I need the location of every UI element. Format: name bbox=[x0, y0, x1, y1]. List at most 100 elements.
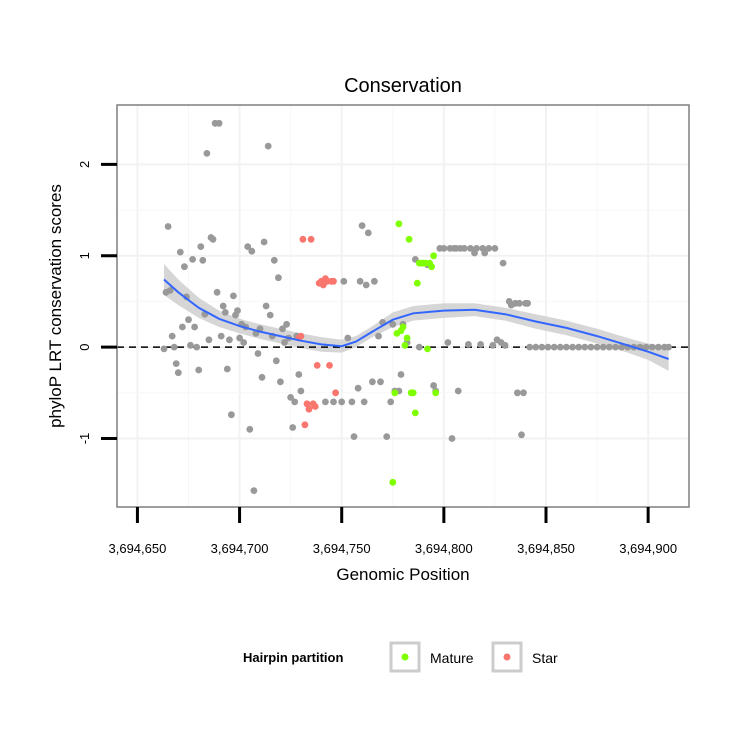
point-other bbox=[369, 378, 376, 386]
point-other bbox=[350, 433, 358, 440]
point-other bbox=[465, 341, 472, 348]
legend-label-mature: Mature bbox=[430, 650, 474, 666]
point-other bbox=[358, 222, 366, 230]
point-other bbox=[179, 323, 186, 331]
point-other bbox=[248, 247, 256, 255]
point-other bbox=[213, 288, 221, 296]
point-other bbox=[230, 292, 237, 300]
point-other bbox=[289, 424, 297, 431]
y-tick-label: -1 bbox=[77, 433, 92, 445]
point-other bbox=[648, 343, 656, 351]
point-other bbox=[297, 387, 305, 395]
point-other bbox=[264, 142, 272, 150]
point-other bbox=[279, 325, 286, 333]
point-other bbox=[223, 365, 231, 373]
legend-title: Hairpin partition bbox=[243, 650, 343, 665]
point-other bbox=[360, 398, 368, 406]
point-other bbox=[618, 343, 625, 351]
point-mature bbox=[391, 389, 399, 397]
point-other bbox=[499, 259, 507, 267]
x-tick-label: 3,694,900 bbox=[619, 541, 677, 556]
point-other bbox=[168, 332, 176, 340]
point-other bbox=[448, 435, 456, 442]
point-mature bbox=[413, 279, 421, 287]
y-axis-title: phyloP LRT conservation scores bbox=[46, 184, 65, 428]
point-star bbox=[297, 332, 305, 340]
point-other bbox=[371, 277, 378, 285]
point-other bbox=[556, 343, 564, 351]
y-tick-label: 2 bbox=[77, 161, 92, 168]
point-other bbox=[532, 343, 540, 351]
point-other bbox=[397, 371, 405, 378]
point-other bbox=[221, 309, 229, 316]
point-other bbox=[364, 229, 372, 237]
x-tick-label: 3,694,650 bbox=[109, 541, 167, 556]
point-other bbox=[655, 343, 662, 351]
point-other bbox=[454, 387, 462, 395]
point-other bbox=[518, 431, 525, 439]
point-other bbox=[665, 343, 672, 351]
point-other bbox=[219, 302, 227, 310]
point-other bbox=[593, 343, 601, 351]
point-mature bbox=[428, 263, 435, 271]
point-mature bbox=[399, 323, 407, 331]
point-star bbox=[301, 421, 309, 429]
point-other bbox=[485, 245, 493, 252]
point-mature bbox=[405, 235, 413, 243]
point-other bbox=[489, 341, 497, 349]
x-axis: 3,694,650 3,694,700 3,694,750 3,694,800 3,69… bbox=[109, 507, 677, 556]
point-other bbox=[272, 357, 280, 365]
y-tick-label: 1 bbox=[77, 252, 92, 259]
point-mature bbox=[424, 345, 431, 353]
point-other bbox=[356, 277, 364, 285]
point-other bbox=[375, 332, 382, 340]
point-other bbox=[295, 371, 303, 378]
point-other bbox=[612, 343, 619, 351]
point-other bbox=[189, 256, 197, 263]
point-other bbox=[172, 360, 180, 367]
point-other bbox=[250, 487, 258, 494]
point-other bbox=[340, 277, 348, 285]
legend-key-mature bbox=[389, 641, 421, 673]
plot-panel bbox=[117, 105, 689, 507]
point-mature bbox=[403, 334, 411, 342]
legend-swatch-mature bbox=[401, 653, 409, 661]
point-other bbox=[258, 373, 266, 381]
point-other bbox=[538, 343, 546, 351]
point-other bbox=[338, 398, 346, 406]
point-other bbox=[270, 256, 278, 264]
point-other bbox=[473, 245, 480, 252]
point-other bbox=[187, 341, 194, 349]
point-other bbox=[215, 119, 223, 127]
point-other bbox=[526, 343, 534, 351]
point-other bbox=[254, 350, 262, 357]
y-tick-label: 0 bbox=[77, 343, 92, 350]
point-star bbox=[326, 362, 333, 369]
point-other bbox=[544, 343, 552, 351]
point-other bbox=[642, 343, 650, 351]
point-other bbox=[197, 243, 205, 251]
point-other bbox=[575, 343, 583, 351]
point-mature bbox=[432, 389, 440, 397]
point-other bbox=[228, 411, 235, 419]
point-other bbox=[185, 316, 192, 324]
point-star bbox=[307, 235, 315, 243]
point-other bbox=[344, 334, 352, 342]
x-tick-label: 3,694,800 bbox=[415, 541, 473, 556]
point-other bbox=[514, 389, 521, 397]
point-other bbox=[605, 343, 613, 351]
point-other bbox=[389, 320, 397, 328]
legend: Hairpin partition Mature Star bbox=[243, 641, 558, 673]
point-other bbox=[362, 281, 370, 289]
point-other bbox=[174, 369, 182, 377]
point-other bbox=[209, 235, 217, 243]
point-other bbox=[599, 343, 607, 351]
point-other bbox=[516, 299, 523, 307]
point-other bbox=[440, 245, 448, 252]
point-mature bbox=[401, 341, 409, 349]
legend-label-star: Star bbox=[532, 650, 558, 666]
point-other bbox=[236, 334, 244, 342]
point-star bbox=[299, 235, 307, 243]
chart-title: Conservation bbox=[344, 75, 462, 97]
